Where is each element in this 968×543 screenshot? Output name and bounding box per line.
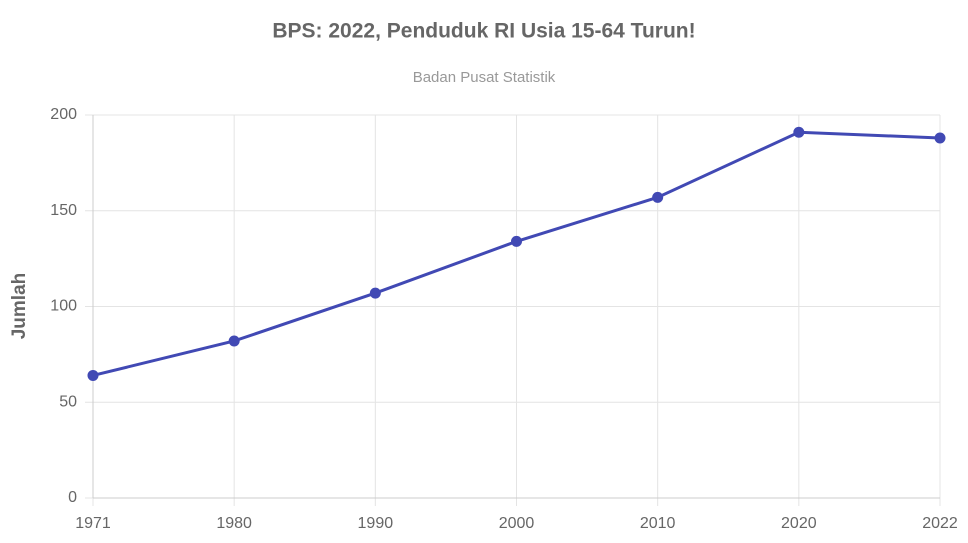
x-tick-label: 1990 (358, 515, 394, 532)
point (793, 126, 805, 138)
x-tick-label: 2020 (781, 515, 817, 532)
point (934, 132, 946, 144)
point (511, 235, 522, 247)
point (369, 287, 381, 299)
x-tick-label: 1971 (75, 515, 111, 532)
x-tick-label: 2010 (640, 515, 676, 532)
y-tick-label: 0 (68, 489, 77, 506)
x-tick-label: 1980 (216, 515, 252, 532)
point (652, 191, 664, 203)
y-tick-label: 50 (59, 393, 77, 410)
chart-title: BPS: 2022, Penduduk RI Usia 15-64 Turun! (272, 20, 695, 43)
y-tick-label: 100 (50, 298, 77, 315)
chart-subtitle: Badan Pusat Statistik (413, 69, 556, 86)
y-tick-label: 200 (50, 106, 77, 123)
y-axis-label: Jumlah (9, 273, 30, 340)
x-tick-label: 2000 (499, 515, 535, 532)
y-tick-label: 150 (50, 202, 77, 219)
point (87, 369, 99, 381)
point (228, 335, 240, 347)
x-tick-label: 2022 (922, 515, 958, 532)
